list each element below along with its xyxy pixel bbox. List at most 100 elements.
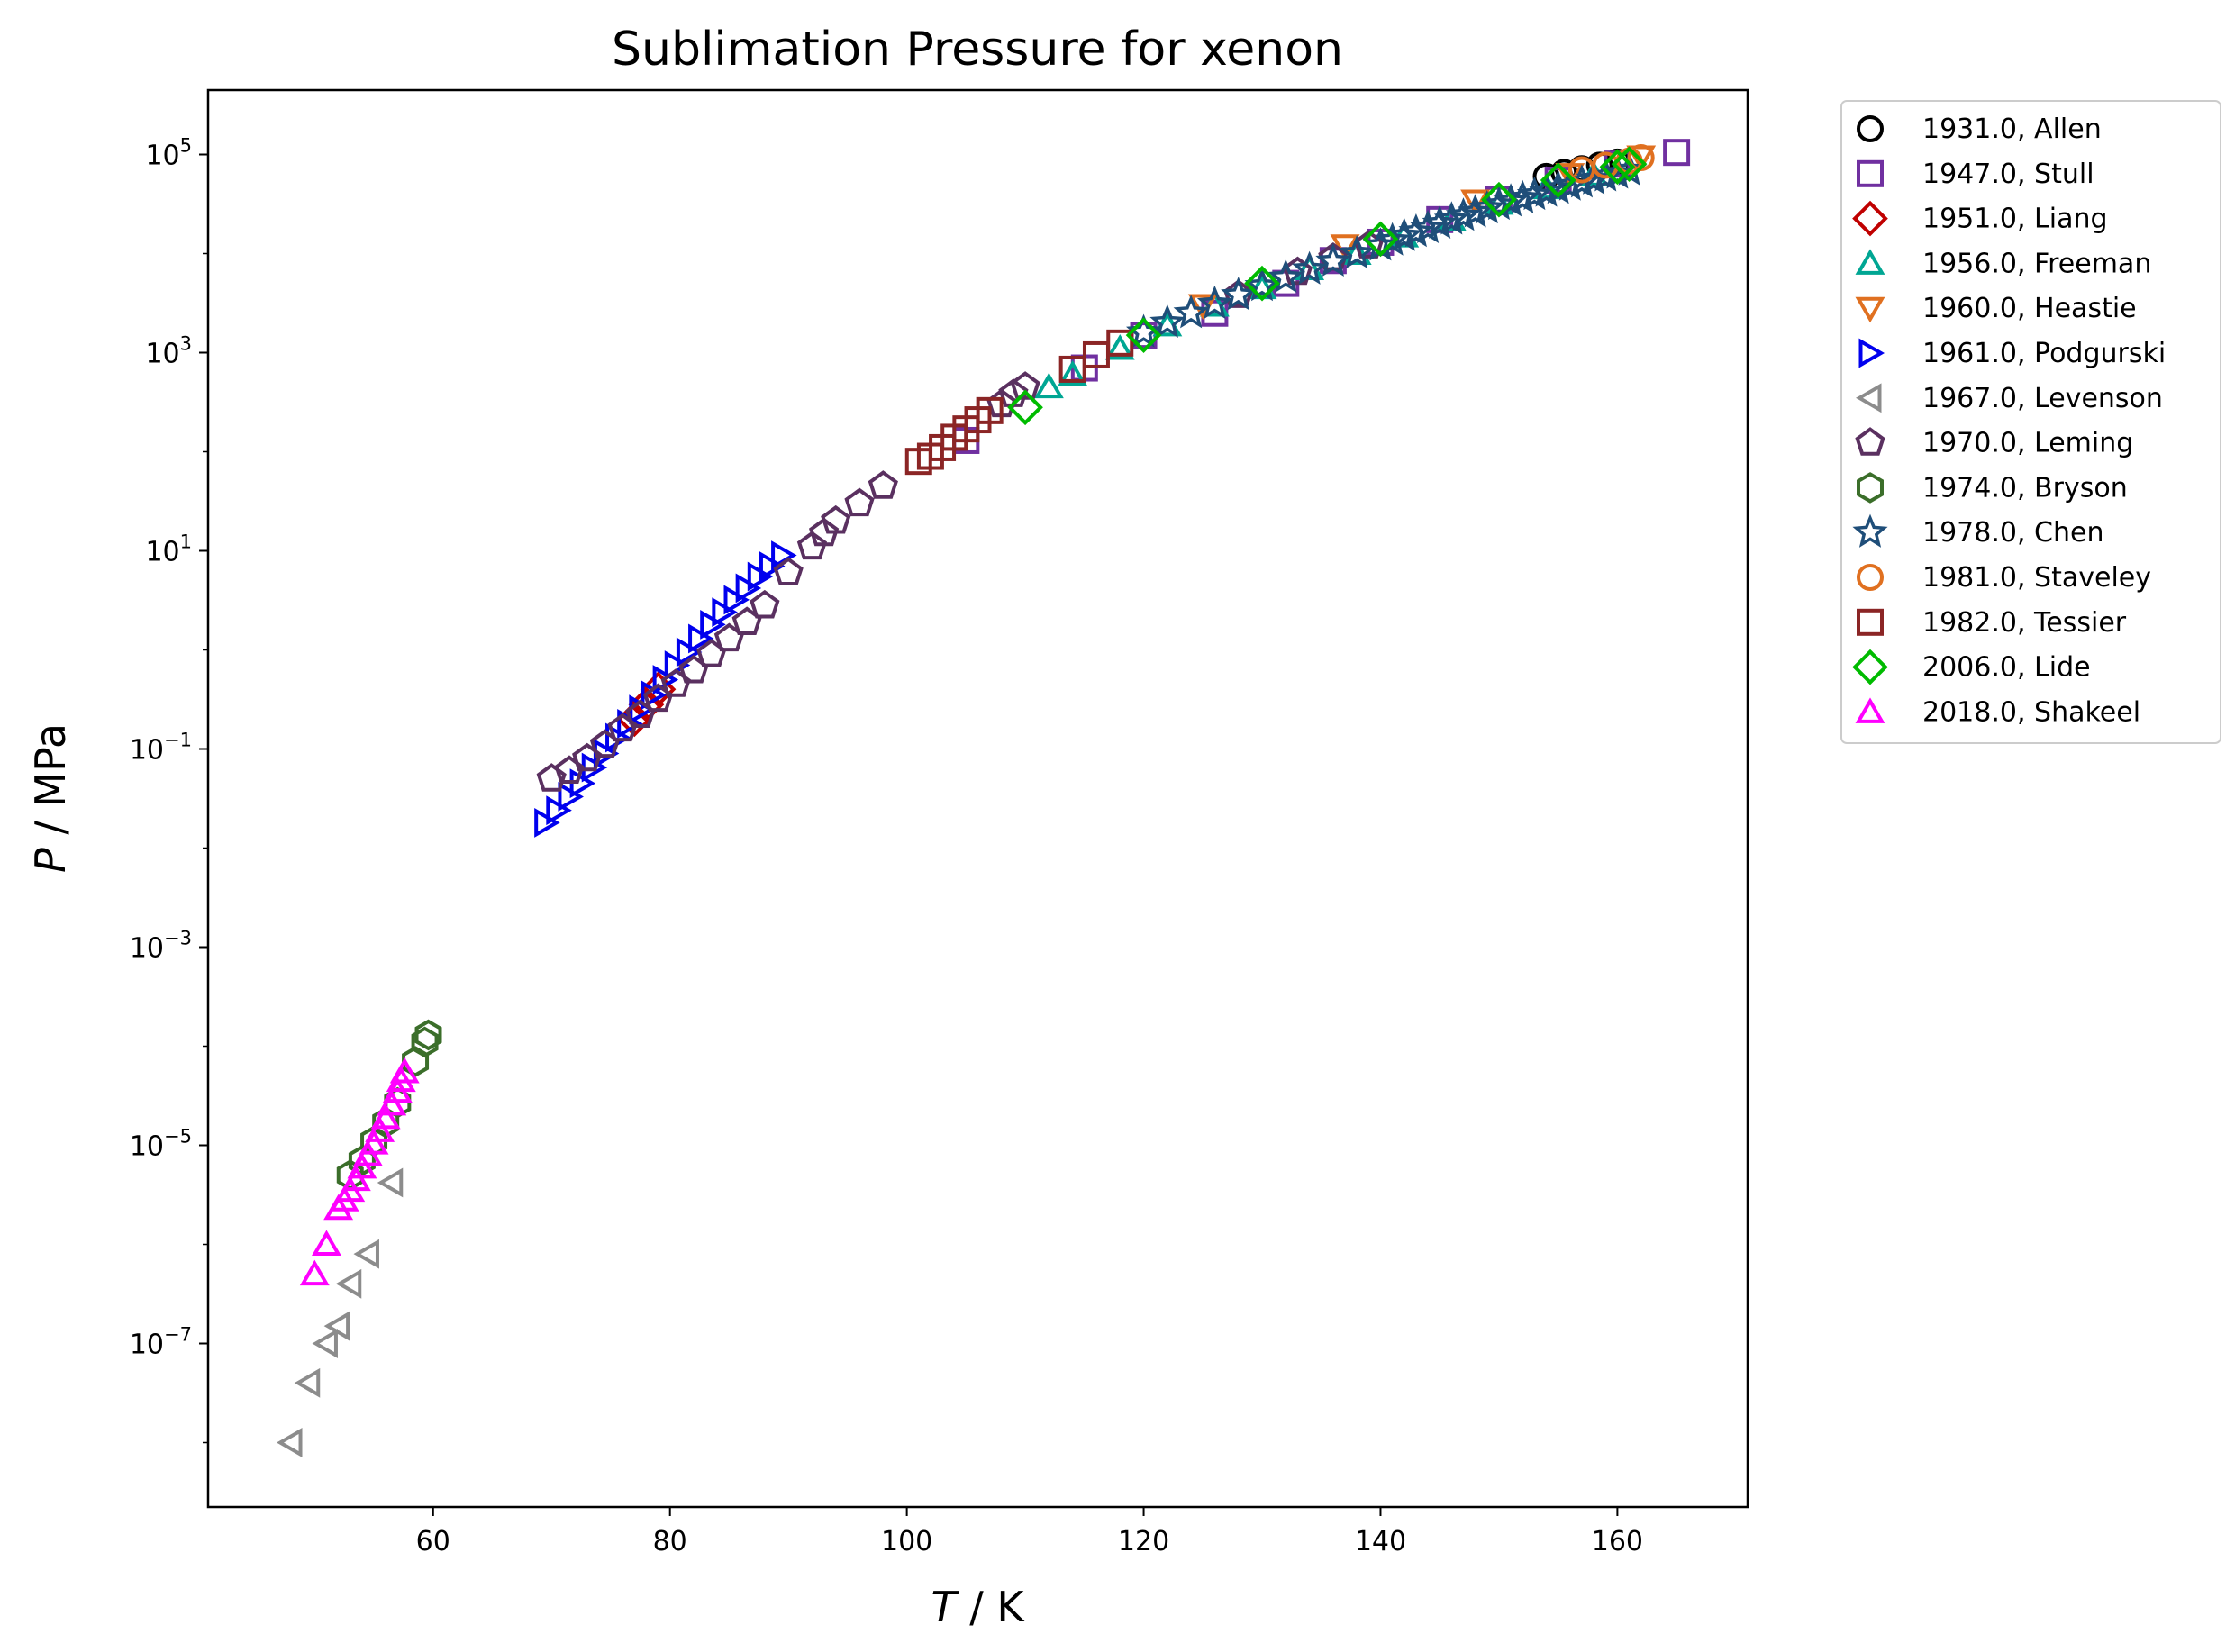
data-point bbox=[1292, 250, 1328, 285]
data-point bbox=[1460, 189, 1491, 216]
legend-item: 1982.0, Tessier bbox=[1857, 607, 2127, 639]
y-tick-label: 101 bbox=[145, 531, 192, 568]
y-tick-exponent: 1 bbox=[180, 531, 192, 553]
data-point bbox=[1493, 183, 1529, 217]
data-point bbox=[359, 1129, 389, 1155]
series-12 bbox=[1007, 146, 1648, 426]
legend-label: 1961.0, Podgurski bbox=[1922, 338, 2166, 369]
legend-label: 1947.0, Stull bbox=[1922, 159, 2094, 190]
x-axis-label: T / K bbox=[931, 1583, 1025, 1631]
data-point bbox=[796, 531, 828, 560]
data-point bbox=[1173, 295, 1209, 329]
data-point bbox=[365, 1116, 395, 1142]
legend-marker bbox=[1857, 159, 1884, 187]
y-tick-base: 10 bbox=[130, 735, 164, 767]
legend-label: 1982.0, Tessier bbox=[1922, 607, 2127, 639]
data-point bbox=[1611, 146, 1648, 182]
data-point bbox=[1663, 139, 1691, 167]
data-point bbox=[821, 504, 851, 534]
y-tick-label: 10−3 bbox=[130, 928, 192, 965]
series-6 bbox=[277, 1167, 404, 1457]
data-point bbox=[341, 1165, 371, 1192]
legend-item: 1978.0, Chen bbox=[1852, 513, 2103, 549]
data-point bbox=[1007, 389, 1043, 426]
y-tick-exponent: −5 bbox=[164, 1126, 192, 1148]
data-point bbox=[294, 1367, 321, 1398]
data-point bbox=[1528, 173, 1565, 207]
y-tick-label: 10−5 bbox=[130, 1126, 192, 1163]
data-point bbox=[808, 517, 840, 547]
data-point bbox=[299, 1259, 330, 1286]
legend-marker bbox=[1857, 564, 1884, 591]
y-tick-base: 10 bbox=[130, 1131, 164, 1163]
legend-marker bbox=[1857, 608, 1884, 636]
y-tick-base: 10 bbox=[145, 141, 179, 172]
legend-label: 1974.0, Bryson bbox=[1922, 472, 2128, 504]
data-point bbox=[1362, 221, 1399, 258]
data-point bbox=[389, 1057, 420, 1084]
data-point bbox=[554, 755, 585, 785]
data-point bbox=[1149, 304, 1186, 339]
data-point bbox=[353, 1239, 379, 1269]
data-point bbox=[312, 1329, 338, 1358]
x-tick-label: 140 bbox=[1355, 1526, 1406, 1557]
x-tick-label: 60 bbox=[416, 1526, 450, 1557]
legend-item: 1951.0, Liang bbox=[1852, 200, 2108, 237]
x-tick-label: 100 bbox=[881, 1526, 932, 1557]
x-tick-label: 80 bbox=[653, 1526, 687, 1557]
y-tick-label: 103 bbox=[145, 333, 192, 370]
data-point bbox=[1341, 239, 1372, 265]
data-point bbox=[1433, 201, 1469, 235]
legend-label: 2018.0, Shakeel bbox=[1922, 696, 2140, 728]
y-axis-variable: P bbox=[26, 848, 75, 873]
legend-item: 1960.0, Heastie bbox=[1855, 293, 2137, 324]
data-point bbox=[1422, 204, 1458, 240]
data-point bbox=[1375, 222, 1411, 256]
data-point bbox=[1033, 372, 1064, 399]
legend-item: 1967.0, Levenson bbox=[1855, 383, 2163, 414]
legend-item: 1981.0, Staveley bbox=[1857, 562, 2151, 594]
data-point bbox=[844, 487, 875, 517]
legend-label: 1970.0, Leming bbox=[1922, 428, 2133, 459]
data-point bbox=[377, 1089, 407, 1116]
y-tick-label: 10−7 bbox=[130, 1324, 192, 1361]
data-point bbox=[1196, 285, 1232, 320]
data-point bbox=[1125, 313, 1162, 348]
data-point bbox=[1106, 329, 1134, 357]
legend: 1931.0, Allen 1947.0, Stull 1951.0, Liang 1… bbox=[1840, 100, 2221, 744]
legend-label: 1978.0, Chen bbox=[1922, 517, 2103, 549]
data-point bbox=[384, 1086, 412, 1119]
data-point bbox=[1315, 242, 1351, 277]
data-point bbox=[335, 1268, 362, 1299]
data-point bbox=[1221, 277, 1257, 311]
data-point bbox=[1295, 254, 1325, 281]
legend-item: 2018.0, Shakeel bbox=[1855, 696, 2140, 728]
x-tick-label: 160 bbox=[1592, 1526, 1643, 1557]
data-point bbox=[1104, 333, 1135, 360]
series-13 bbox=[299, 1057, 420, 1286]
legend-item: 1970.0, Leming bbox=[1855, 427, 2133, 459]
data-point bbox=[323, 1311, 350, 1341]
y-tick-base: 10 bbox=[130, 933, 164, 965]
x-axis-ticks: 60 80 100 120 140 160 bbox=[416, 1507, 1643, 1557]
x-tick-label: 120 bbox=[1118, 1526, 1169, 1557]
legend-label: 1951.0, Liang bbox=[1922, 204, 2108, 235]
legend-marker bbox=[1857, 472, 1884, 504]
data-point bbox=[277, 1428, 303, 1457]
legend-item: 1956.0, Freeman bbox=[1855, 248, 2151, 279]
legend-frame bbox=[1840, 100, 2221, 744]
series-9 bbox=[1125, 151, 1648, 348]
legend-marker bbox=[1855, 427, 1885, 456]
legend-marker bbox=[1852, 200, 1888, 237]
y-tick-exponent: −1 bbox=[164, 730, 192, 751]
y-tick-exponent: 3 bbox=[180, 333, 192, 355]
data-point bbox=[1469, 189, 1505, 224]
data-point bbox=[1010, 371, 1040, 400]
data-point bbox=[1330, 234, 1360, 260]
data-point bbox=[1516, 176, 1552, 211]
legend-marker bbox=[1858, 338, 1885, 368]
y-tick-base: 10 bbox=[145, 339, 179, 370]
legend-marker bbox=[1855, 249, 1885, 275]
data-point bbox=[1386, 217, 1422, 251]
